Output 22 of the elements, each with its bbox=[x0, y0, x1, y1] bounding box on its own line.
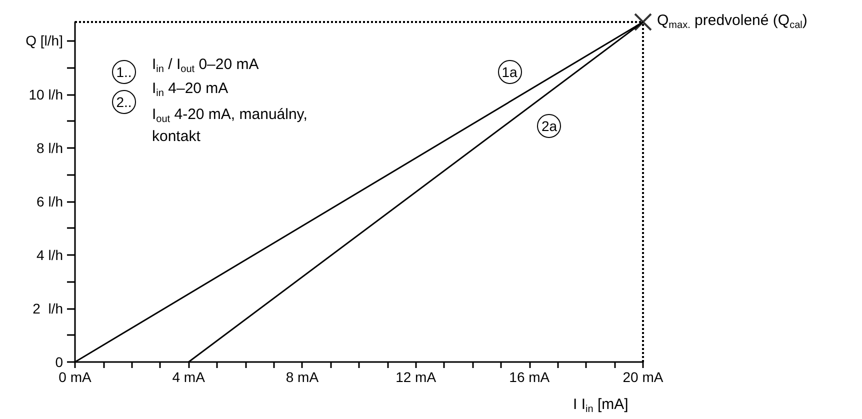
annotation: I$_{out}$ 4-20 mA, manuálny, kontakt bbox=[152, 106, 308, 145]
x-tick-label: 12 mA bbox=[396, 369, 437, 385]
x-tick-label: 16 mA bbox=[509, 369, 550, 385]
x-tick-label: 20 mA bbox=[622, 369, 664, 385]
annotation: 1.. bbox=[112, 60, 136, 84]
annotation: I$_{in}$ / I$_{out}$ 0–20 mA bbox=[152, 56, 260, 77]
y-tick-label: 0 bbox=[55, 354, 64, 370]
annotation: 2.. bbox=[112, 90, 136, 114]
y-tick-label: 6 l/h bbox=[36, 193, 63, 210]
annotation: 1a bbox=[498, 60, 522, 84]
annotation: 2a bbox=[537, 114, 562, 138]
annotation: Q$_{max.}$ predvolené (Q$_{cal}$) bbox=[657, 12, 808, 33]
x-axis-title: I I$_{in}$ [mA] bbox=[573, 396, 628, 417]
x-tick-label: 8 mA bbox=[286, 369, 320, 385]
annotation: I$_{in}$ 4–20 mA bbox=[152, 80, 230, 101]
y-tick-label: Q [l/h] bbox=[26, 32, 63, 49]
y-tick-label: 10 l/h bbox=[28, 86, 63, 102]
y-tick-label: 4 l/h bbox=[36, 246, 63, 263]
y-tick-label: 2 l/h bbox=[32, 300, 63, 316]
x-tick-label: 0 mA bbox=[58, 369, 92, 385]
x-tick-label: 4 mA bbox=[172, 369, 206, 385]
y-tick-label: 8 l/h bbox=[36, 140, 63, 156]
